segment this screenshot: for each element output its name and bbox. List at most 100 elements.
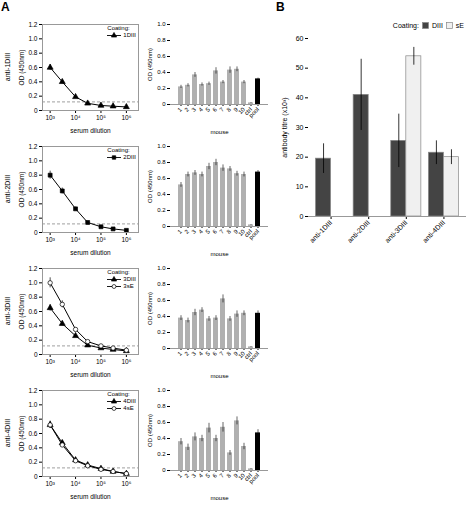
svg-text:1.0: 1.0 bbox=[157, 387, 166, 393]
svg-text:6: 6 bbox=[211, 106, 218, 113]
svg-text:0.6: 0.6 bbox=[28, 64, 37, 71]
svg-text:OD (450nm): OD (450nm) bbox=[18, 294, 26, 330]
svg-text:2: 2 bbox=[183, 228, 190, 235]
svg-text:8: 8 bbox=[225, 350, 232, 357]
svg-text:1.0: 1.0 bbox=[28, 401, 37, 408]
svg-text:0.4: 0.4 bbox=[157, 191, 166, 197]
svg-text:OD (450nm): OD (450nm) bbox=[18, 416, 26, 452]
svg-text:1: 1 bbox=[176, 106, 183, 113]
svg-text:0.2: 0.2 bbox=[157, 85, 166, 91]
svg-text:0.6: 0.6 bbox=[157, 297, 166, 303]
svg-text:10³: 10³ bbox=[45, 480, 55, 487]
svg-text:8: 8 bbox=[225, 228, 232, 235]
svg-text:2: 2 bbox=[183, 106, 190, 113]
svg-text:0.2: 0.2 bbox=[157, 207, 166, 213]
svg-text:serum dilution: serum dilution bbox=[70, 249, 111, 256]
svg-text:0.8: 0.8 bbox=[157, 159, 166, 165]
svg-text:10³: 10³ bbox=[45, 358, 55, 365]
svg-text:1.2: 1.2 bbox=[28, 143, 37, 150]
svg-text:5: 5 bbox=[204, 350, 211, 357]
svg-text:10⁵: 10⁵ bbox=[96, 480, 106, 487]
svg-text:0.8: 0.8 bbox=[28, 49, 37, 56]
svg-text:10³: 10³ bbox=[45, 236, 55, 243]
svg-text:10⁴: 10⁴ bbox=[71, 236, 81, 243]
svg-text:anti-2DIII: anti-2DIII bbox=[346, 219, 371, 244]
svg-text:0.2: 0.2 bbox=[28, 458, 37, 465]
svg-text:0.2: 0.2 bbox=[28, 92, 37, 99]
svg-text:0.4: 0.4 bbox=[157, 69, 166, 75]
svg-text:anti-1DIII: anti-1DIII bbox=[308, 219, 333, 244]
svg-text:0.4: 0.4 bbox=[28, 200, 37, 207]
svg-text:2: 2 bbox=[183, 350, 190, 357]
svg-text:0.4: 0.4 bbox=[28, 78, 37, 85]
svg-text:10⁶: 10⁶ bbox=[121, 358, 131, 365]
svg-text:10⁵: 10⁵ bbox=[96, 114, 106, 121]
svg-text:0.4: 0.4 bbox=[28, 322, 37, 329]
svg-text:0.6: 0.6 bbox=[157, 53, 166, 59]
svg-text:10⁶: 10⁶ bbox=[121, 236, 131, 243]
svg-text:1.0: 1.0 bbox=[157, 21, 166, 27]
svg-text:40: 40 bbox=[296, 94, 304, 101]
svg-text:OD (450nm): OD (450nm) bbox=[18, 172, 26, 208]
svg-text:6: 6 bbox=[211, 350, 218, 357]
svg-text:7: 7 bbox=[218, 106, 225, 113]
svg-text:0: 0 bbox=[162, 223, 166, 229]
svg-text:1.0: 1.0 bbox=[157, 265, 166, 271]
svg-text:mouse: mouse bbox=[210, 129, 229, 135]
svg-text:0.6: 0.6 bbox=[28, 308, 37, 315]
svg-text:10⁶: 10⁶ bbox=[121, 114, 131, 121]
svg-text:1.0: 1.0 bbox=[28, 157, 37, 164]
svg-text:anti-3DIII: anti-3DIII bbox=[384, 219, 409, 244]
svg-text:1: 1 bbox=[176, 472, 183, 479]
svg-text:6: 6 bbox=[211, 472, 218, 479]
svg-text:0.8: 0.8 bbox=[157, 281, 166, 287]
svg-text:0: 0 bbox=[162, 345, 166, 351]
svg-text:0.8: 0.8 bbox=[28, 415, 37, 422]
svg-text:1: 1 bbox=[176, 350, 183, 357]
svg-text:1.2: 1.2 bbox=[28, 21, 37, 28]
svg-text:OD (450nm): OD (450nm) bbox=[147, 292, 153, 325]
svg-text:0.2: 0.2 bbox=[28, 336, 37, 343]
svg-text:serum dilution: serum dilution bbox=[70, 371, 111, 378]
svg-text:1.0: 1.0 bbox=[157, 143, 166, 149]
svg-text:50: 50 bbox=[296, 64, 304, 71]
svg-text:pool: pool bbox=[248, 350, 260, 362]
svg-text:0.4: 0.4 bbox=[157, 313, 166, 319]
svg-text:10⁵: 10⁵ bbox=[96, 358, 106, 365]
svg-text:0.8: 0.8 bbox=[157, 37, 166, 43]
svg-text:0.4: 0.4 bbox=[28, 444, 37, 451]
svg-text:0.6: 0.6 bbox=[157, 419, 166, 425]
svg-text:0: 0 bbox=[34, 229, 38, 236]
svg-text:serum dilution: serum dilution bbox=[70, 127, 111, 134]
svg-text:1.2: 1.2 bbox=[28, 265, 37, 272]
svg-text:OD (450nm): OD (450nm) bbox=[147, 170, 153, 203]
svg-text:10⁴: 10⁴ bbox=[71, 358, 81, 365]
svg-text:7: 7 bbox=[218, 350, 225, 357]
svg-text:8: 8 bbox=[225, 472, 232, 479]
svg-text:10³: 10³ bbox=[45, 114, 55, 121]
svg-text:0.6: 0.6 bbox=[28, 186, 37, 193]
svg-text:0.2: 0.2 bbox=[157, 451, 166, 457]
svg-text:3: 3 bbox=[190, 350, 197, 357]
svg-text:8: 8 bbox=[225, 106, 232, 113]
svg-text:0: 0 bbox=[300, 213, 304, 220]
svg-text:20: 20 bbox=[296, 153, 304, 160]
svg-text:1.0: 1.0 bbox=[28, 35, 37, 42]
svg-text:10⁶: 10⁶ bbox=[121, 480, 131, 487]
svg-text:10⁵: 10⁵ bbox=[96, 236, 106, 243]
svg-text:0.6: 0.6 bbox=[157, 175, 166, 181]
svg-text:pool: pool bbox=[248, 228, 260, 240]
svg-text:3: 3 bbox=[190, 472, 197, 479]
svg-text:1: 1 bbox=[176, 228, 183, 235]
svg-text:5: 5 bbox=[204, 472, 211, 479]
svg-text:7: 7 bbox=[218, 228, 225, 235]
svg-text:antibody titre (x10³): antibody titre (x10³) bbox=[281, 97, 289, 157]
svg-text:0: 0 bbox=[34, 473, 38, 480]
svg-text:mouse: mouse bbox=[210, 373, 229, 379]
svg-text:10⁴: 10⁴ bbox=[71, 114, 81, 121]
svg-text:0.4: 0.4 bbox=[157, 435, 166, 441]
svg-text:OD (450nm): OD (450nm) bbox=[18, 50, 26, 86]
svg-text:7: 7 bbox=[218, 472, 225, 479]
svg-text:anti-4DIII: anti-4DIII bbox=[421, 219, 446, 244]
svg-text:0.2: 0.2 bbox=[157, 329, 166, 335]
